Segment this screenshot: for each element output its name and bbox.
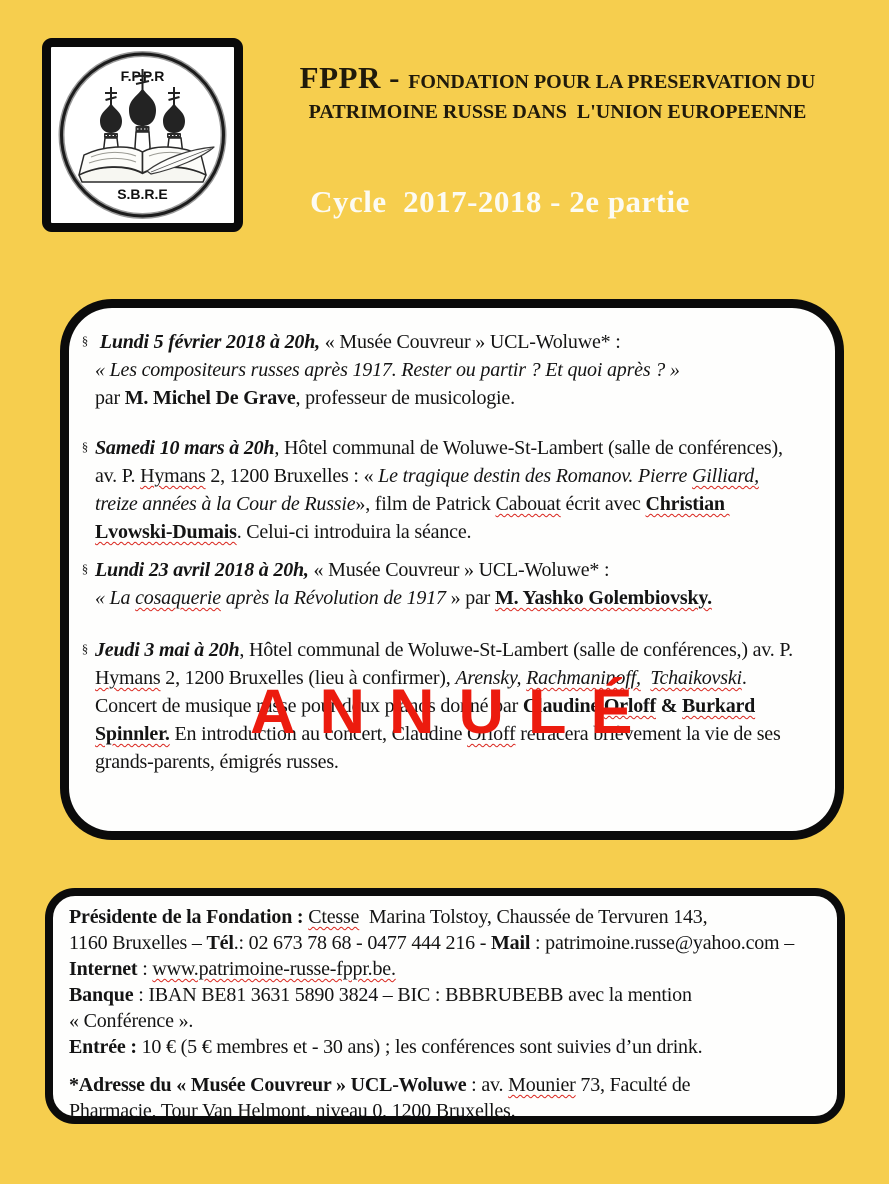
cycle-title: Cycle 2017-2018 - 2e partie [310,184,690,219]
logo-circle [58,51,227,219]
org-abbr: FPPR - [299,60,409,95]
contact-box: Présidente de la Fondation : Ctesse Mari… [45,888,845,1124]
event-paragraph: Lundi 23 avril 2018 à 20h, « Musée Couvr… [95,559,712,609]
event-item-4: § Jeudi 3 mai à 20h, Hôtel communal de W… [75,636,819,776]
footer-line-banque: Banque : IBAN BE81 3631 5890 3824 – BIC … [69,984,692,1006]
events-box: § Lundi 5 février 2018 à 20h, « Musée Co… [60,299,844,840]
org-title-line2: PATRIMOINE RUSSE DANS L'UNION EUROPEENNE [308,101,807,123]
footer-line-mention: « Conférence ». [69,1010,194,1032]
footer-line-presidente: Présidente de la Fondation : Ctesse Mari… [69,906,708,928]
event-item-3: § Lundi 23 avril 2018 à 20h, « Musée Cou… [75,556,819,612]
section-bullet: § [81,439,89,454]
event-paragraph: Lundi 5 février 2018 à 20h, « Musée Couv… [95,331,680,409]
footer-line-entree: Entrée : 10 € (5 € membres et - 30 ans) … [69,1036,703,1058]
quill-icon [146,146,215,175]
church-domes-icon [105,69,180,105]
section-bullet: § [81,641,89,656]
footer-line-adresse-2: Pharmacie, Tour Van Helmont, niveau 0, 1… [69,1100,516,1122]
fppr-logo: F.P.P.R [42,38,243,232]
event-item-2: § Samedi 10 mars à 20h, Hôtel communal d… [75,434,819,546]
org-name-part1: FONDATION POUR LA PRESERVATION DU [408,71,816,93]
section-bullet: § [81,333,89,348]
event-paragraph: Jeudi 3 mai à 20h, Hôtel communal de Wol… [95,639,793,773]
logo-bottom-text: S.B.R.E [117,186,168,202]
event-item-1: § Lundi 5 février 2018 à 20h, « Musée Co… [75,328,819,412]
footer-line-tel-mail: 1160 Bruxelles – Tél.: 02 673 78 68 - 04… [69,932,795,954]
footer-blank-line [69,1060,825,1072]
cancelled-overlay: ANNULÉ [250,677,657,747]
event-paragraph: Samedi 10 mars à 20h, Hôtel communal de … [95,437,783,543]
org-title: FPPR - FONDATION POUR LA PRESERVATION DU… [270,60,845,124]
footer-line-internet: Internet : www.patrimoine-russe-fppr.be. [69,958,396,980]
org-title-line1: FPPR - FONDATION POUR LA PRESERVATION DU [270,60,845,100]
footer-line-adresse: *Adresse du « Musée Couvreur » UCL-Woluw… [69,1074,691,1096]
section-bullet: § [81,561,89,576]
fppr-logo-svg: F.P.P.R [58,51,227,219]
